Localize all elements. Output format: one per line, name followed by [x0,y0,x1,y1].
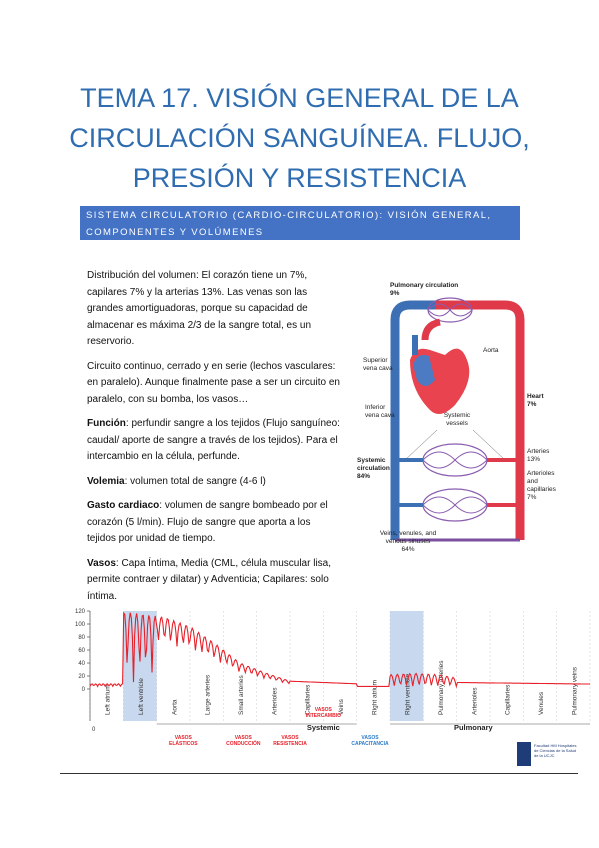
y-tick-label: 20 [78,674,85,680]
section-heading: SISTEMA CIRCULATORIO (CARDIO-CIRCULATORI… [80,206,520,240]
paragraph-circuit: Circuito continuo, cerrado y en serie (l… [87,360,340,405]
arteries-label: Arteries [527,448,550,455]
faculty-logo: Facultad HM Hospitales de Ciencias de la… [517,742,579,770]
y-tick-label: 40 [78,661,85,667]
pressure-chart: Left atrium Left ventricle Aorta Large arte… [60,603,599,775]
circulation-illustration [390,297,525,542]
segment-label: Small arteries [238,675,245,715]
pulmonary-circulation-label: Pulmonary circulation [390,282,459,289]
annotation-intercambio: VASOS INTERCAMBIO [306,707,341,719]
paragraph-function: Función: perfundir sangre a los tejidos … [87,416,342,466]
aorta-label: Aorta [483,347,499,354]
systemic-circulation-label: Systemic circulation [357,457,390,472]
x-origin-label: 0 [92,727,96,733]
circulation-figure: Pulmonary circulation 9% Aorta Superior … [355,280,565,560]
highlight-band [390,611,424,721]
vessels-text: : Capa Íntima, Media (CML, célula muscul… [87,557,331,602]
systemic-vessels-label: Systemic vessels [443,412,471,427]
logo-mark [517,742,531,766]
pulmonary-capillary-bed [427,297,473,323]
y-tick-label: 120 [75,609,86,615]
cardiac-output-label: Gasto cardiaco [87,500,160,511]
paragraph-vessels: Vasos: Capa Íntima, Media (CML, célula m… [87,556,342,606]
segment-label: Right atrium [371,680,378,715]
segment-label: Venules [538,691,545,715]
segment-label: Pulmonary veins [571,666,578,715]
paragraph-cardiac-output: Gasto cardiaco: volumen de sangre bombea… [87,498,342,548]
arteries-pct: 13% [527,456,541,463]
segment-label: Left atrium [105,684,112,715]
pressure-trace [89,611,591,689]
heart-shape [410,318,470,414]
systemic-pct: 84% [357,473,371,480]
veins-label: Veins, venules, and venous sinuses [379,530,437,545]
segment-label: Arterioles [271,687,278,715]
segment-label: Veins [338,698,345,715]
annotation-elasticos: VASOS ELÁSTICOS [169,735,198,747]
volemia-text: : volumen total de sangre (4-6 l) [124,475,266,487]
y-tick-label: 80 [78,635,85,641]
inferior-vena-cava-label: Inferior vena cava [365,404,395,419]
cardiac-output-text: : volumen de sangre bombeado por el cora… [87,500,328,544]
y-tick-label: 60 [78,648,85,654]
arterioles-pct: 7% [527,494,537,501]
superior-vena-cava-label: Superior vena cava [363,357,393,372]
segment-label: Pulmonary arteries [438,660,445,715]
pressure-chart-svg: Left atrium Left ventricle Aorta Large arte… [75,609,591,747]
segment-label: Right ventricle [405,673,412,715]
page-title: TEMA 17. VISIÓN GENERAL DE LA CIRCULACIÓ… [69,83,530,193]
footer-divider [60,773,578,774]
segment-label: Large arteries [205,674,212,715]
segment-label: Left ventricle [138,678,145,715]
segment-label: Arterioles [471,687,478,715]
systemic-group-label: Systemic [307,723,340,732]
heart-label: Heart [527,393,544,400]
veins-pct: 64% [401,546,415,553]
body-text: Distribución del volumen: El corazón tie… [87,268,342,613]
segment-label: Aorta [171,699,178,715]
systemic-capillary-beds [422,443,488,522]
y-tick-label: 0 [82,687,86,693]
pulmonary-group-label: Pulmonary [454,723,494,732]
heart-pct: 7% [527,401,537,408]
vessels-label: Vasos [87,557,116,569]
annotation-conduccion: VASOS CONDUCCIÓN [226,735,261,747]
annotation-capacitancia: VASOS CAPACITANCIA [351,735,389,747]
function-label: Función [87,418,126,429]
paragraph-volume: Distribución del volumen: El corazón tie… [87,270,312,347]
logo-text: Facultad HM Hospitales de Ciencias de la… [534,743,577,758]
y-tick-label: 100 [75,622,86,628]
segment-label: Capillaries [305,684,312,715]
segment-label: Capillaries [505,684,512,715]
function-text: : perfundir sangre a los tejidos (Flujo … [87,418,340,462]
volemia-label: Volemia [87,475,125,487]
pulmonary-pct: 9% [390,290,400,297]
arterioles-capillaries-label: Arterioles and capillaries [527,470,556,493]
annotation-resistencia: VASOS RESISTENCIA [273,735,307,747]
paragraph-volemia: Volemia: volumen total de sangre (4-6 l) [87,474,342,491]
